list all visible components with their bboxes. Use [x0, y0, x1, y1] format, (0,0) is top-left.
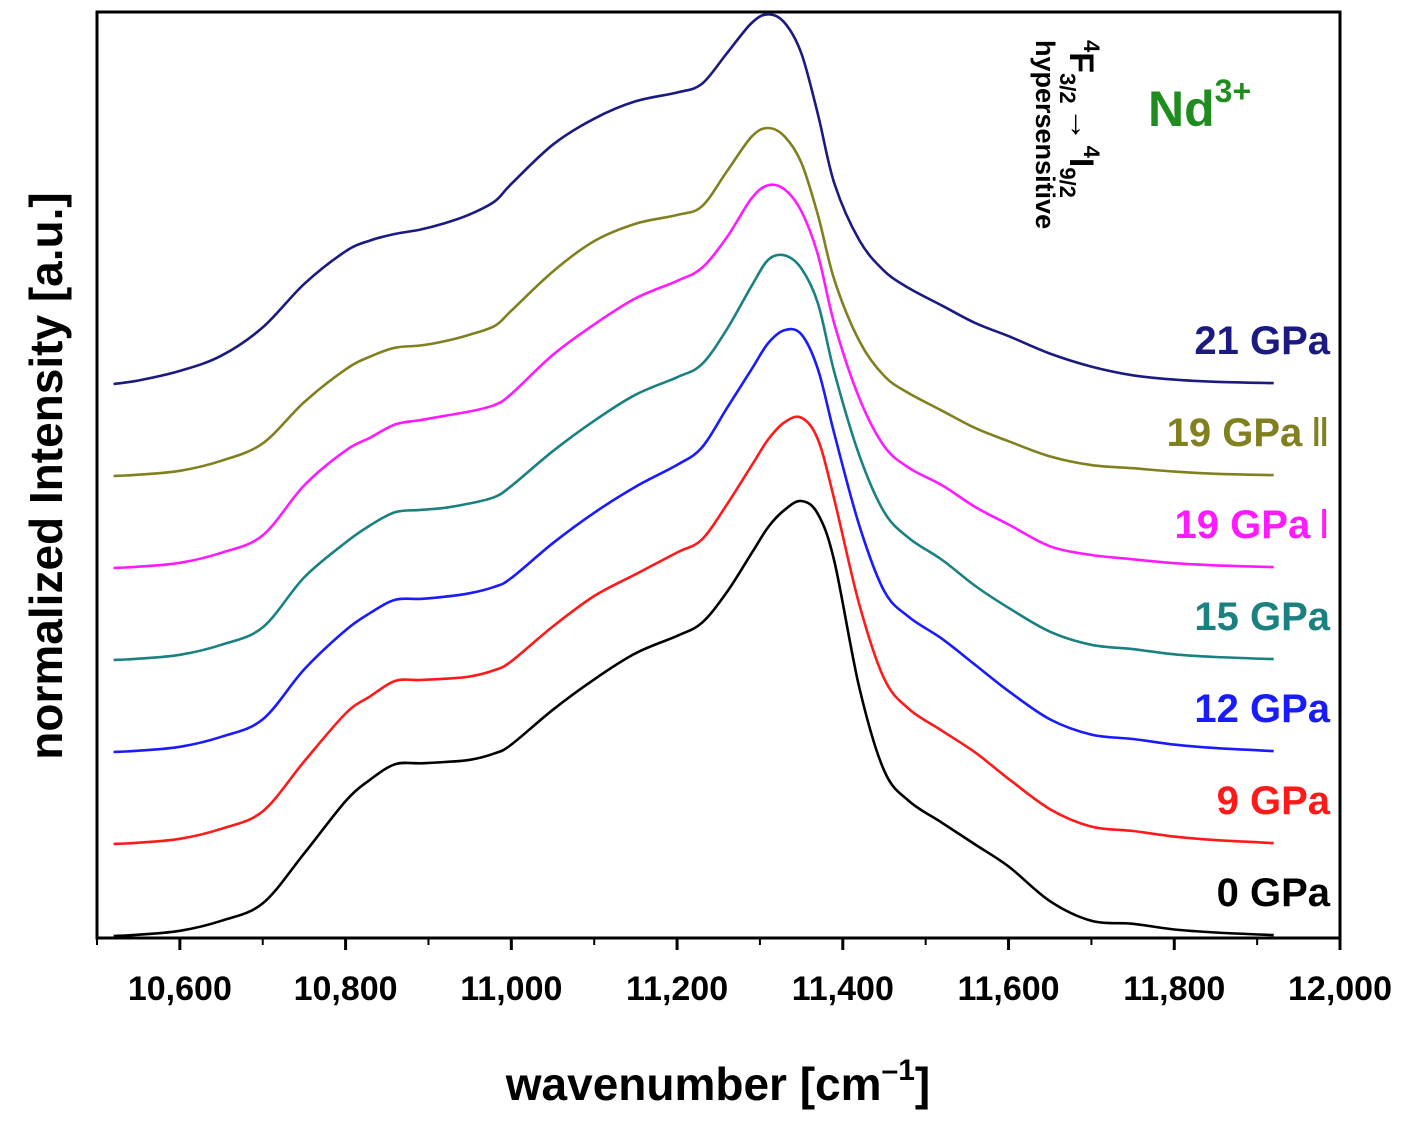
x-tick-label: 11,800 — [1123, 970, 1225, 1008]
series-label-suffix: Ⅰ — [1318, 502, 1330, 547]
plot-frame — [95, 10, 1342, 940]
final-term: I — [1062, 158, 1100, 167]
x-axis-ticks: 10,600 10,800 11,000 11,200 11,400 11,600 11,8… — [96, 938, 1392, 1008]
series-label-main: 12 GPa — [1194, 687, 1330, 731]
series-line-12-gpa — [113, 327, 1274, 754]
series-label-main: 19 GPa — [1175, 503, 1311, 547]
initial-term: F — [1062, 52, 1100, 73]
series-label: 19 GPa Ⅱ — [1167, 410, 1330, 455]
series-line-19-gpa-ii — [113, 126, 1274, 478]
transition-note: hypersensitive — [1030, 40, 1060, 229]
initial-j: 3/2 — [1055, 73, 1080, 104]
series-label-main: 15 GPa — [1194, 595, 1330, 639]
series-label-suffix: Ⅱ — [1310, 410, 1330, 455]
final-j: 9/2 — [1055, 167, 1080, 198]
transition-annotation: 4F3/2→4I9/2 hypersensitive — [1030, 40, 1104, 229]
series-line-9-gpa — [113, 415, 1274, 846]
x-tick-label: 11,200 — [626, 970, 728, 1008]
series-label-main: 9 GPa — [1217, 779, 1331, 823]
initial-multiplicity: 4 — [1079, 40, 1104, 53]
transition-label: 4F3/2→4I9/2 — [1055, 40, 1104, 198]
y-axis-title: normalized Intensity [a.u.] — [20, 192, 72, 759]
series-line-19-gpa-i — [113, 183, 1274, 570]
series-label: 9 GPa — [1217, 779, 1331, 823]
x-tick-label: 11,000 — [460, 970, 562, 1008]
series-label: 21 GPa — [1194, 319, 1330, 363]
series-label: 0 GPa — [1217, 871, 1331, 915]
series-label: 15 GPa — [1194, 595, 1330, 639]
series-label-main: 21 GPa — [1194, 319, 1330, 363]
x-axis-unit-sup: –1 — [882, 1054, 915, 1087]
x-tick-label: 12,000 — [1288, 970, 1392, 1008]
x-tick-label: 11,600 — [957, 970, 1059, 1008]
series-label: 12 GPa — [1194, 687, 1330, 731]
x-tick-label: 10,600 — [128, 970, 232, 1008]
transition-arrow: → — [1062, 108, 1100, 142]
series-label: 19 GPa Ⅰ — [1175, 502, 1330, 547]
x-axis-title: wavenumber [cm–1] — [505, 1054, 931, 1110]
ion-charge: 3+ — [1215, 73, 1251, 109]
series-line-0-gpa — [113, 499, 1274, 938]
ion-symbol: Nd — [1148, 81, 1215, 137]
x-tick-label: 11,400 — [792, 970, 894, 1008]
series-line-21-gpa — [113, 13, 1274, 386]
x-axis-title-close: ] — [915, 1058, 930, 1110]
series-label-main: 0 GPa — [1217, 871, 1331, 915]
series-label-main: 19 GPa — [1167, 411, 1303, 455]
x-axis-title-text: wavenumber [cm — [505, 1058, 882, 1110]
final-multiplicity: 4 — [1079, 146, 1104, 159]
ion-label: Nd3+ — [1148, 73, 1251, 137]
series-line-15-gpa — [113, 253, 1274, 662]
series-lines — [113, 13, 1274, 938]
x-tick-label: 10,800 — [294, 970, 398, 1008]
